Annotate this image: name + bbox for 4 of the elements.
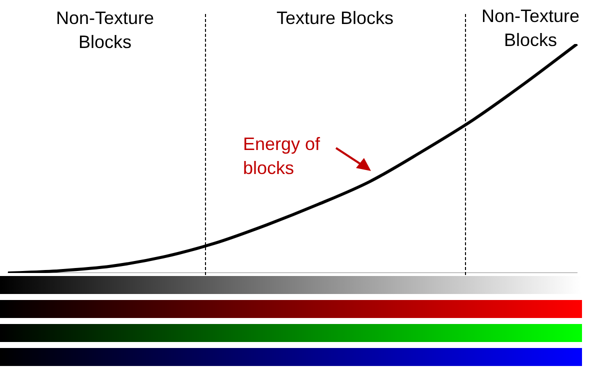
text: Texture Blocks: [275, 7, 395, 30]
annotation: Energy of blocks: [243, 133, 322, 180]
annotation: Non-Texture Blocks: [480, 5, 581, 52]
annotation: Non-Texture Blocks: [54, 7, 156, 54]
